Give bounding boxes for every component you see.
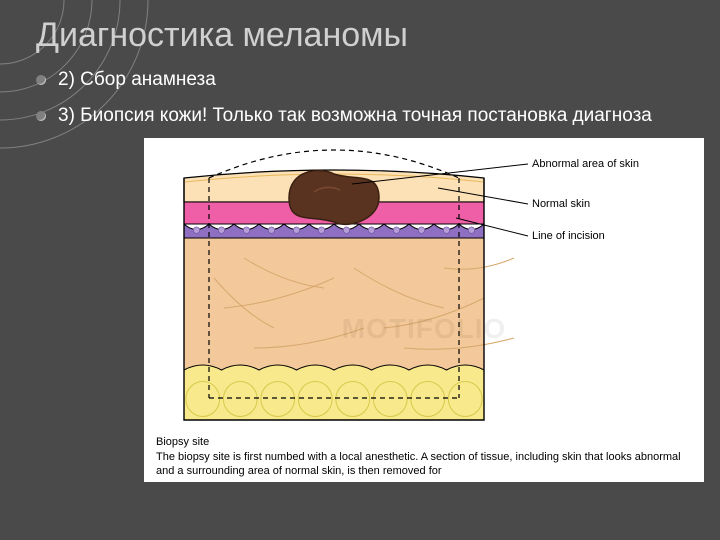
label-normal-skin: Normal skin bbox=[532, 198, 590, 210]
biopsy-diagram: MOTIFOLIO Abnormal area of skin Normal s… bbox=[144, 138, 704, 482]
bullet-list: 2) Сбор анамнеза 3) Биопсия кожи! Только… bbox=[36, 67, 684, 128]
label-abnormal-skin: Abnormal area of skin bbox=[532, 158, 639, 170]
bullet-item: 2) Сбор анамнеза bbox=[36, 67, 684, 93]
diagram-caption: Biopsy site The biopsy site is first num… bbox=[156, 436, 692, 478]
bullet-item: 3) Биопсия кожи! Только так возможна точ… bbox=[36, 103, 684, 129]
slide-title: Диагностика меланомы bbox=[36, 16, 684, 55]
label-incision-line: Line of incision bbox=[532, 230, 605, 242]
caption-title: Biopsy site bbox=[156, 436, 692, 450]
caption-body: The biopsy site is first numbed with a l… bbox=[156, 451, 692, 479]
skin-cross-section bbox=[144, 138, 704, 482]
